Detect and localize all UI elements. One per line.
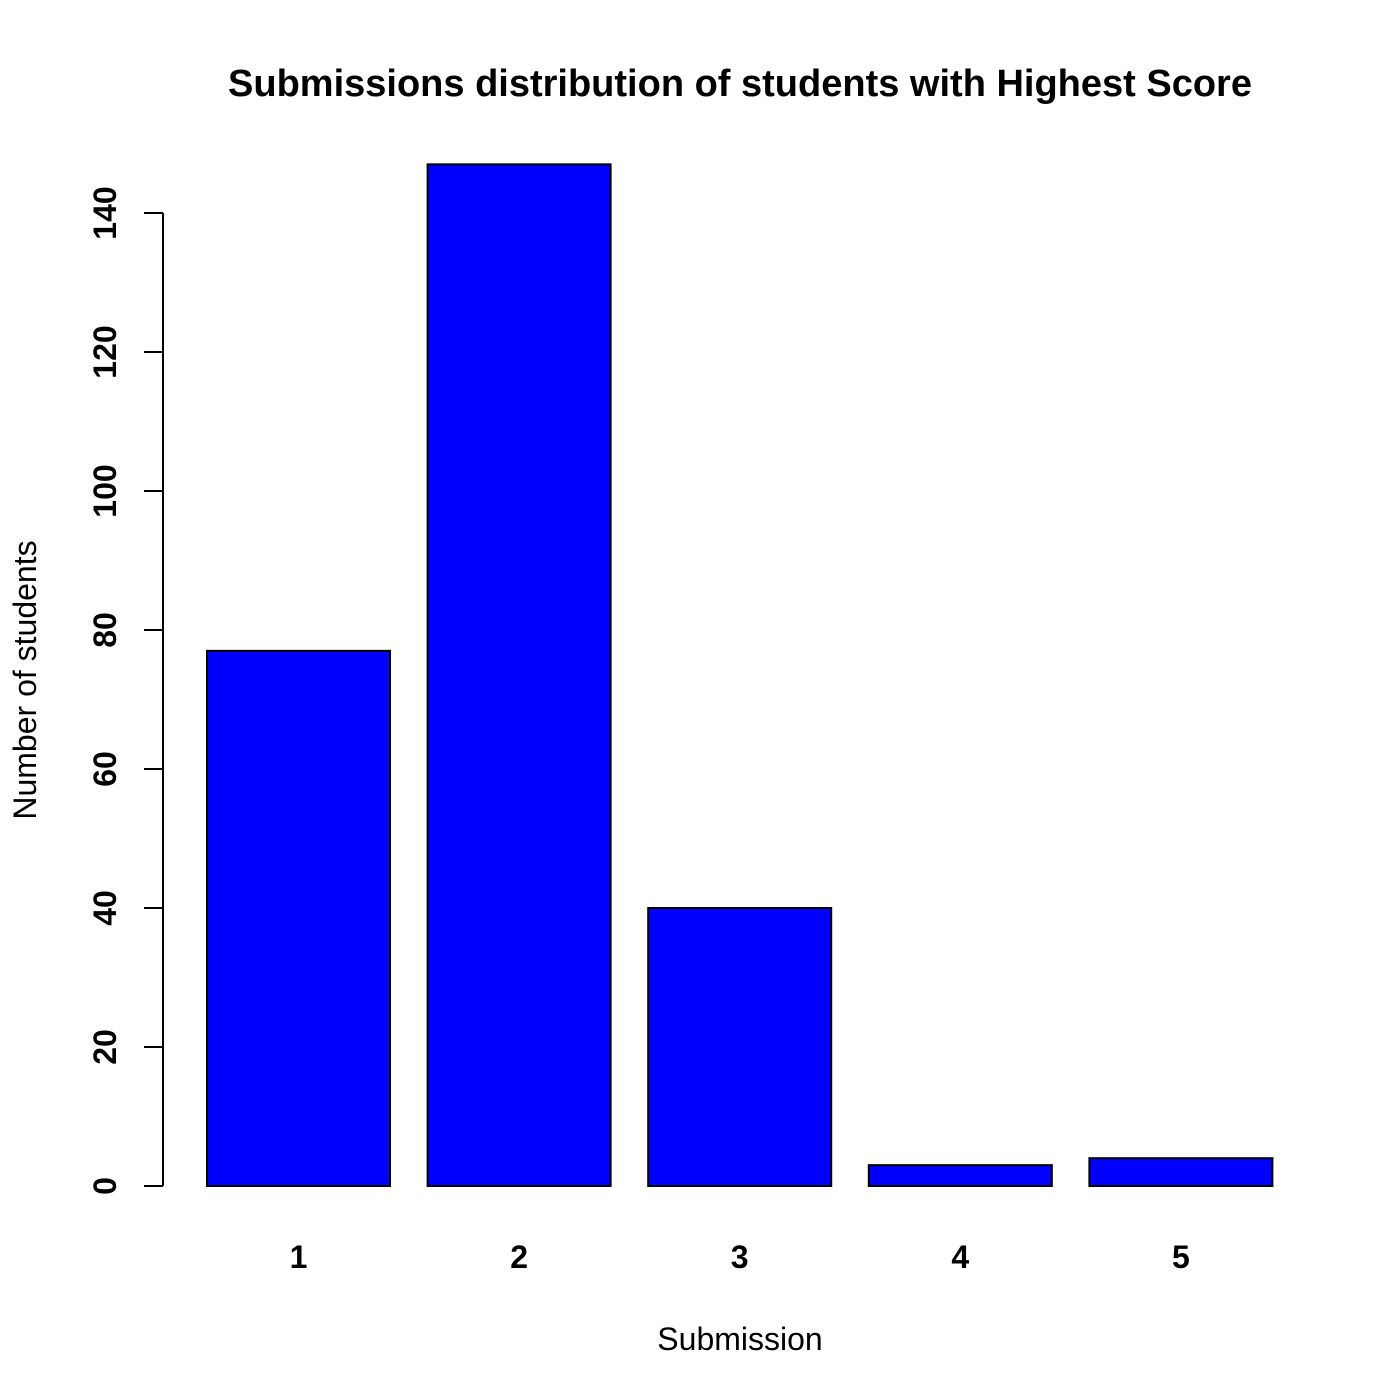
x-tick-label: 5 [1172, 1239, 1190, 1275]
y-tick-label: 20 [87, 1029, 123, 1065]
y-tick-label: 60 [87, 751, 123, 787]
chart-title: Submissions distribution of students wit… [228, 63, 1252, 105]
x-tick-labels: 1 2 3 4 5 [290, 1239, 1190, 1275]
x-tick-label: 4 [951, 1239, 969, 1275]
bar-2 [426, 163, 612, 1188]
y-tick-label: 0 [87, 1177, 123, 1195]
x-tick-label: 1 [290, 1239, 308, 1275]
bar-1 [206, 649, 391, 1187]
y-tick-label: 140 [87, 186, 123, 239]
y-axis: 0 20 40 60 80 100 120 140 [87, 186, 164, 1195]
x-axis-label: Submission [657, 1321, 822, 1357]
bar-4 [867, 1164, 1053, 1188]
y-tick-label: 120 [87, 325, 123, 378]
x-tick-label: 2 [510, 1239, 528, 1275]
y-axis-label: Number of students [7, 540, 43, 819]
y-tick-label: 80 [87, 612, 123, 648]
y-tick-label: 100 [87, 464, 123, 517]
bar-3 [647, 907, 833, 1187]
y-tick-label: 40 [87, 890, 123, 926]
bars [206, 163, 1274, 1188]
x-tick-label: 3 [731, 1239, 749, 1275]
bar-5 [1088, 1157, 1274, 1187]
